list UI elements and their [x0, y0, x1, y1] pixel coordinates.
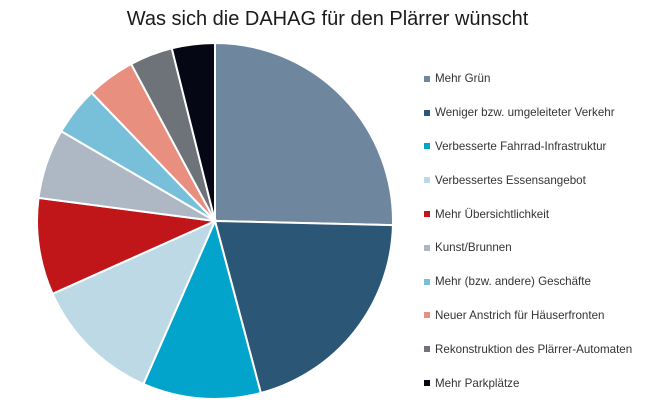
- legend-swatch: [424, 346, 430, 353]
- legend-swatch: [424, 75, 430, 82]
- pie-slice-5: [36, 196, 219, 296]
- pie-slice-3: [142, 217, 263, 400]
- legend-swatch: [424, 109, 430, 116]
- pie-slice-2: [213, 219, 394, 395]
- legend-item: Mehr Parkplätze: [424, 366, 632, 400]
- legend-label: Weniger bzw. umgeleiteter Verkehr: [435, 106, 615, 120]
- legend-label: Mehr Parkplätze: [435, 376, 520, 390]
- legend-item: Neuer Anstrich für Häuserfronten: [424, 299, 632, 333]
- chart-title: Was sich die DAHAG für den Plärrer wünsc…: [126, 8, 529, 30]
- pie-slice-10: [170, 41, 216, 222]
- legend-item: Verbessertes Essensangebot: [424, 163, 632, 197]
- legend-label: Kunst/Brunnen: [435, 241, 512, 255]
- legend-item: Weniger bzw. umgeleiteter Verkehr: [424, 96, 632, 130]
- legend-label: Neuer Anstrich für Häuserfronten: [435, 308, 605, 322]
- pie-slice-1: [214, 41, 394, 227]
- legend-item: Kunst/Brunnen: [424, 231, 632, 265]
- legend-swatch: [424, 278, 430, 285]
- legend-item: Mehr Übersichtlichkeit: [424, 197, 632, 231]
- legend-item: Rekonstruktion des Plärrer-Automaten: [424, 332, 632, 366]
- chart-legend: Mehr Grün Weniger bzw. umgeleiteter Verke…: [424, 62, 632, 400]
- legend-swatch: [424, 211, 430, 218]
- legend-label: Verbesserte Fahrrad-Infrastruktur: [435, 139, 607, 153]
- legend-label: Mehr Grün: [435, 72, 491, 86]
- legend-label: Mehr (bzw. andere) Geschäfte: [435, 275, 591, 289]
- legend-label: Rekonstruktion des Plärrer-Automaten: [435, 342, 633, 356]
- legend-swatch: [424, 177, 430, 184]
- legend-label: Mehr Übersichtlichkeit: [435, 207, 550, 221]
- legend-item: Mehr (bzw. andere) Geschäfte: [424, 265, 632, 299]
- legend-label: Verbessertes Essensangebot: [435, 173, 586, 187]
- legend-swatch: [424, 143, 430, 150]
- legend-item: Mehr Grün: [424, 62, 632, 96]
- pie-slice-4: [51, 219, 217, 386]
- legend-item: Verbesserte Fahrrad-Infrastruktur: [424, 130, 632, 164]
- legend-swatch: [424, 312, 430, 319]
- legend-swatch: [424, 380, 430, 387]
- legend-swatch: [424, 244, 430, 251]
